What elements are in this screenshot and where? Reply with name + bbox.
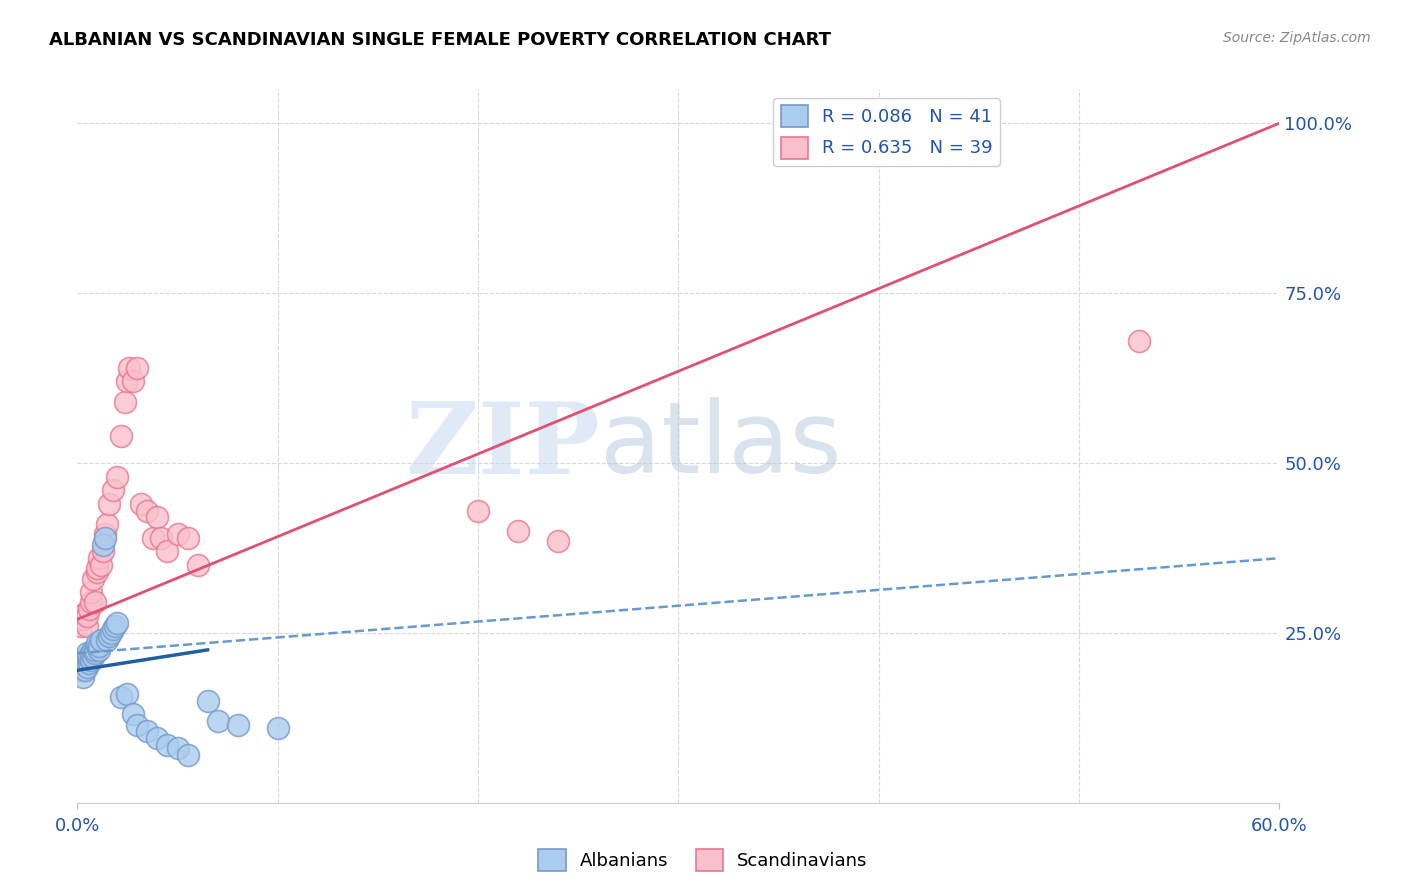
Point [72, 612, 94, 626]
Point [98, 497, 121, 511]
Point [80, 646, 103, 660]
Point [110, 429, 132, 443]
Point [156, 738, 179, 752]
Point [117, 687, 139, 701]
Point [75, 606, 97, 620]
Point [117, 375, 139, 389]
Point [467, 503, 489, 517]
Point [72, 670, 94, 684]
Text: atlas: atlas [600, 398, 842, 494]
Point [226, 717, 249, 731]
Point [98, 629, 121, 643]
Point [76, 646, 98, 660]
Point [90, 558, 112, 572]
Point [156, 544, 179, 558]
Point [84, 646, 107, 660]
Point [127, 360, 149, 375]
Point [118, 360, 141, 375]
Legend: R = 0.086   N = 41, R = 0.635   N = 39: R = 0.086 N = 41, R = 0.635 N = 39 [773, 98, 1000, 166]
Point [197, 694, 219, 708]
Legend: Albanians, Scandinavians: Albanians, Scandinavians [531, 842, 875, 879]
Point [131, 497, 153, 511]
Point [508, 524, 530, 538]
Point [107, 615, 129, 630]
Point [96, 517, 118, 532]
Point [70, 619, 93, 633]
Point [207, 714, 229, 729]
Point [86, 565, 108, 579]
Point [75, 663, 97, 677]
Point [79, 657, 101, 671]
Point [86, 640, 108, 654]
Text: ALBANIAN VS SCANDINAVIAN SINGLE FEMALE POVERTY CORRELATION CHART: ALBANIAN VS SCANDINAVIAN SINGLE FEMALE P… [49, 31, 831, 49]
Point [110, 690, 132, 705]
Point [166, 527, 188, 541]
Point [122, 707, 145, 722]
Point [76, 649, 98, 664]
Point [136, 503, 159, 517]
Point [90, 632, 112, 647]
Point [1128, 334, 1150, 348]
Point [76, 608, 98, 623]
Point [94, 531, 117, 545]
Point [166, 741, 188, 756]
Point [89, 643, 111, 657]
Point [82, 572, 104, 586]
Point [70, 663, 93, 677]
Point [103, 483, 125, 498]
Point [150, 531, 173, 545]
Point [94, 527, 117, 541]
Point [107, 469, 129, 483]
Point [80, 653, 103, 667]
Point [75, 653, 97, 667]
Point [267, 721, 290, 735]
Point [84, 595, 107, 609]
Point [76, 619, 98, 633]
Point [96, 632, 118, 647]
Point [547, 534, 569, 549]
Text: ZIP: ZIP [405, 398, 600, 494]
Point [127, 717, 149, 731]
Point [79, 602, 101, 616]
Point [100, 626, 122, 640]
Point [136, 724, 159, 739]
Point [80, 595, 103, 609]
Point [104, 619, 127, 633]
Point [122, 375, 145, 389]
Point [76, 660, 98, 674]
Point [176, 748, 198, 763]
Point [176, 531, 198, 545]
Point [93, 537, 115, 551]
Point [82, 643, 104, 657]
Text: Source: ZipAtlas.com: Source: ZipAtlas.com [1223, 31, 1371, 45]
Point [80, 585, 103, 599]
Point [114, 394, 136, 409]
Point [86, 561, 108, 575]
Point [89, 551, 111, 566]
Point [79, 649, 101, 664]
Point [146, 510, 169, 524]
Point [86, 636, 108, 650]
Point [84, 643, 107, 657]
Point [89, 640, 111, 654]
Point [103, 623, 125, 637]
Point [82, 649, 104, 664]
Point [93, 544, 115, 558]
Point [146, 731, 169, 746]
Point [142, 531, 165, 545]
Point [187, 558, 209, 572]
